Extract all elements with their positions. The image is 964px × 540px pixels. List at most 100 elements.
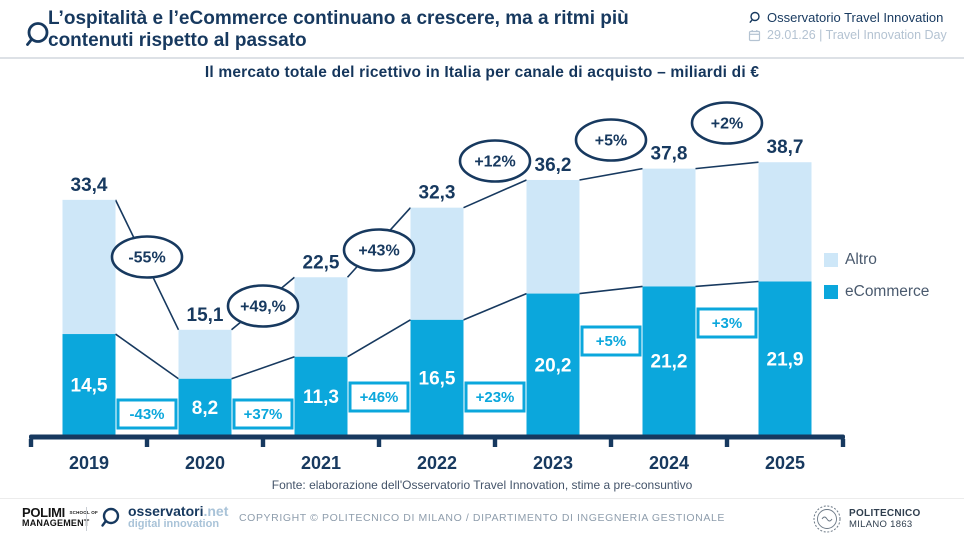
ecommerce-connector-line xyxy=(695,280,759,288)
magnifier-icon xyxy=(749,11,760,23)
event-date: 29.01.26 | Travel Innovation Day xyxy=(767,28,947,42)
x-axis-label-2019: 2019 xyxy=(69,453,109,473)
total-growth-label: -55% xyxy=(128,250,165,267)
total-value-label-2019: 33,4 xyxy=(71,175,108,196)
polimi-wordmark: POLIMI xyxy=(22,505,65,520)
x-axis-label-2025: 2025 xyxy=(765,453,805,473)
ecommerce-value-label-2019: 14,5 xyxy=(71,376,108,397)
ecommerce-growth-label: +37% xyxy=(244,406,283,423)
total-value-label-2024: 37,8 xyxy=(651,144,688,165)
ecommerce-connector-line xyxy=(463,292,527,321)
slide-title-line1: L’ospitalità e l’eCommerce continuano a … xyxy=(48,8,629,29)
total-growth-label: +5% xyxy=(595,133,627,150)
slide-title: L’ospitalità e l’eCommerce continuano a … xyxy=(48,8,748,52)
bar-ecommerce-2021 xyxy=(294,356,348,437)
x-axis-label-2022: 2022 xyxy=(417,453,457,473)
ecommerce-growth-badge xyxy=(696,307,758,339)
ecommerce-value-label-2023: 20,2 xyxy=(535,355,572,376)
ecommerce-growth-label: +23% xyxy=(476,389,515,406)
observatory-name: Osservatorio Travel Innovation xyxy=(767,10,944,25)
x-axis-tick xyxy=(144,439,150,447)
total-connector-line xyxy=(463,179,527,209)
total-growth-oval xyxy=(690,101,764,145)
osservatori-magnifier-logo-icon xyxy=(26,22,49,46)
osservatori-net-logo: osservatori.net digital innovation xyxy=(98,503,228,531)
total-growth-label: +2% xyxy=(711,116,743,133)
calendar-icon xyxy=(748,29,761,41)
ecommerce-value-label-2022: 16,5 xyxy=(419,368,456,389)
footer: POLIMI SCHOOL OF MANAGEMENT osservatori.… xyxy=(0,498,964,540)
legend-item-ecommerce: eCommerce xyxy=(824,283,929,300)
bar-altro-2024 xyxy=(642,168,696,287)
total-value-label-2022: 32,3 xyxy=(419,183,456,204)
ecommerce-growth-badge xyxy=(348,381,410,413)
x-axis-tick xyxy=(260,439,266,447)
osservatori-brand: osservatori xyxy=(128,503,204,519)
ecommerce-growth-badge xyxy=(116,398,178,430)
x-axis-tick xyxy=(840,439,846,447)
x-axis-label-2023: 2023 xyxy=(533,453,573,473)
politecnico-milano-logo: POLITECNICO MILANO 1863 xyxy=(812,504,921,534)
bar-altro-2022 xyxy=(410,207,464,320)
slide-title-line2: contenuti rispetto al passato xyxy=(48,30,307,51)
total-growth-oval xyxy=(458,139,532,183)
polimi-management: MANAGEMENT xyxy=(22,518,90,528)
ecommerce-connector-line xyxy=(231,356,295,380)
ecommerce-growth-label: +5% xyxy=(596,333,626,350)
politecnico-wordmark: POLITECNICO xyxy=(849,508,921,519)
bar-altro-2023 xyxy=(526,179,580,294)
legend-item-altro: Altro xyxy=(824,250,929,268)
bar-ecommerce-2023 xyxy=(526,293,580,437)
total-value-label-2023: 36,2 xyxy=(535,155,572,176)
total-growth-oval xyxy=(342,228,416,272)
bar-ecommerce-2022 xyxy=(410,319,464,437)
total-growth-label: +12% xyxy=(474,154,515,171)
total-growth-oval xyxy=(226,284,300,328)
x-axis-tick xyxy=(376,439,382,447)
header-divider xyxy=(0,57,964,59)
bar-ecommerce-2019 xyxy=(62,334,116,437)
total-connector-line xyxy=(695,161,759,170)
ecommerce-connector-line xyxy=(579,285,643,295)
osservatori-tagline: digital innovation xyxy=(128,518,220,530)
legend-label-altro: Altro xyxy=(845,250,877,268)
total-growth-label: +43% xyxy=(358,243,399,260)
total-growth-oval xyxy=(110,235,184,279)
politecnico-seal-icon xyxy=(813,505,841,533)
ecommerce-growth-label: +46% xyxy=(360,389,399,406)
ecommerce-growth-badge xyxy=(232,398,294,430)
legend-swatch-altro xyxy=(824,252,838,267)
x-axis-tick xyxy=(608,439,614,447)
ecommerce-growth-badge xyxy=(464,381,526,413)
bar-ecommerce-2020 xyxy=(178,378,232,437)
bar-ecommerce-2025 xyxy=(758,281,812,437)
source-footnote: Fonte: elaborazione dell'Osservatorio Tr… xyxy=(271,478,693,492)
total-growth-label: +49,% xyxy=(240,299,286,316)
chart-legend: Altro eCommerce xyxy=(824,250,929,316)
x-axis-line xyxy=(29,434,845,440)
chart-title: Il mercato totale del ricettivo in Itali… xyxy=(204,64,760,81)
ecommerce-growth-badge xyxy=(580,325,642,357)
x-axis-label-2020: 2020 xyxy=(185,453,225,473)
x-axis-label-2024: 2024 xyxy=(649,453,689,473)
ecommerce-connector-line xyxy=(347,319,411,358)
total-growth-oval xyxy=(574,118,648,162)
ecommerce-value-label-2025: 21,9 xyxy=(767,349,804,370)
polimi-school-of-management-logo: POLIMI SCHOOL OF MANAGEMENT xyxy=(22,505,98,529)
polimi-school-of: SCHOOL OF xyxy=(69,510,98,515)
bar-altro-2020 xyxy=(178,329,232,379)
header-right: Osservatorio Travel Innovation 29.01.26 … xyxy=(748,10,958,45)
ecommerce-value-label-2024: 21,2 xyxy=(651,352,688,373)
ecommerce-value-label-2021: 11,3 xyxy=(303,387,339,408)
total-value-label-2020: 15,1 xyxy=(187,305,224,326)
bar-ecommerce-2024 xyxy=(642,286,696,437)
footer-separator xyxy=(86,507,87,531)
total-value-label-2021: 22,5 xyxy=(303,252,340,273)
politecnico-milano-1863: MILANO 1863 xyxy=(849,519,913,530)
osservatori-magnifier-icon xyxy=(101,507,120,527)
x-axis-tick xyxy=(492,439,498,447)
ecommerce-value-label-2020: 8,2 xyxy=(192,398,218,419)
x-axis-label-2021: 2021 xyxy=(301,453,341,473)
